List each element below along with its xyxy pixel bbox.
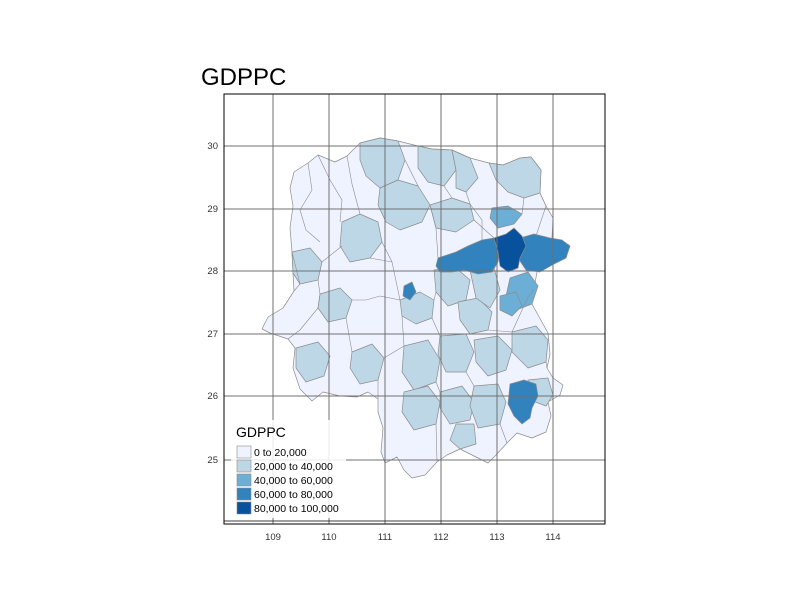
county-border <box>369 257 393 263</box>
county-border <box>473 219 495 239</box>
x-tick-label: 114 <box>545 532 560 543</box>
county-region <box>493 227 527 273</box>
legend-label: 60,000 to 80,000 <box>254 489 333 501</box>
county-border <box>299 162 321 243</box>
county-border <box>287 279 321 340</box>
county-region <box>402 281 417 301</box>
y-tick-label: 30 <box>207 141 218 152</box>
map-title: GDPPC <box>201 64 287 91</box>
county-region <box>489 205 523 229</box>
county-border <box>291 251 301 292</box>
legend-swatch <box>236 501 252 515</box>
x-tick-label: 112 <box>433 532 448 543</box>
x-tick-label: 110 <box>321 532 336 543</box>
county-border <box>352 295 401 301</box>
legend-title: GDPPC <box>236 424 286 440</box>
county-border <box>404 159 419 187</box>
county-border <box>465 371 475 387</box>
y-tick-label: 25 <box>207 455 218 466</box>
graticule <box>224 94 605 524</box>
legend-label: 40,000 to 60,000 <box>254 475 333 487</box>
county-border <box>401 315 405 347</box>
legend-swatch <box>236 487 252 501</box>
county-region <box>437 333 475 373</box>
county-border <box>383 345 405 359</box>
county-region <box>377 179 431 231</box>
county-border <box>435 423 438 463</box>
county-border <box>431 317 441 337</box>
county-region <box>473 335 513 377</box>
county-region <box>295 341 331 383</box>
county-region <box>488 156 542 199</box>
county-border <box>499 423 508 444</box>
legend: GDPPC 0 to 20,000 20,000 to 40,000 40,00… <box>231 420 346 518</box>
y-tick-label: 28 <box>207 266 218 277</box>
county-border <box>429 204 439 259</box>
legend-label: 20,000 to 40,000 <box>254 461 333 473</box>
county-region <box>499 291 523 317</box>
county-region <box>339 213 383 263</box>
x-axis-ticks: 109 110 111 112 113 114 <box>265 532 561 543</box>
legend-swatch <box>236 445 252 459</box>
county-border <box>321 245 343 263</box>
x-tick-label: 109 <box>265 532 281 543</box>
legend-label: 0 to 20,000 <box>254 447 307 459</box>
county-region <box>469 383 507 429</box>
county-border <box>535 192 547 237</box>
y-tick-label: 26 <box>207 391 218 402</box>
county-border <box>317 154 343 223</box>
county-region <box>435 237 501 275</box>
county-region <box>417 145 457 187</box>
legend-swatch <box>236 473 252 487</box>
county-border <box>346 155 361 215</box>
x-tick-label: 113 <box>489 532 504 543</box>
county-border <box>443 185 453 199</box>
county-border <box>545 361 548 369</box>
plot-frame-outline <box>223 93 606 525</box>
legend-swatch <box>236 459 252 473</box>
legend-label: 80,000 to 100,000 <box>254 503 339 515</box>
county-border <box>465 191 471 205</box>
county-border <box>345 317 353 353</box>
county-border <box>487 329 513 333</box>
county-border <box>521 197 525 215</box>
y-tick-label: 27 <box>207 329 218 340</box>
county-regions <box>261 137 571 479</box>
county-border <box>511 288 535 333</box>
y-axis-ticks: 30 29 28 27 26 25 <box>207 141 218 466</box>
y-tick-label: 29 <box>207 204 218 215</box>
county-region <box>449 423 477 450</box>
county-region <box>507 379 539 425</box>
county-border <box>433 291 437 301</box>
county-border <box>435 381 441 393</box>
x-tick-label: 111 <box>378 532 392 543</box>
county-region <box>517 233 571 273</box>
